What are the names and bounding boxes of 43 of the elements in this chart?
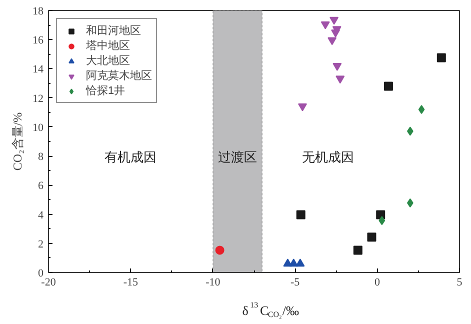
point [367, 232, 376, 242]
point [328, 37, 337, 46]
point [330, 16, 339, 25]
band-label: 过渡区 [218, 150, 258, 165]
annotation: 无机成因 [302, 150, 354, 165]
x-tick-label: -10 [206, 276, 221, 288]
x-tick-label: -5 [290, 276, 300, 288]
annotation: 有机成因 [104, 150, 157, 165]
legend-label: 和田河地区 [86, 24, 141, 38]
y-tick-label: 0 [38, 268, 44, 280]
y-axis-title: CO₂含量/% [10, 112, 24, 171]
point [289, 258, 298, 267]
point [331, 30, 340, 38]
y-tick-label: 12 [32, 92, 44, 105]
y-tick-label: 16 [32, 34, 44, 47]
point [378, 216, 386, 226]
y-tick-label: 2 [38, 238, 44, 250]
y-tick-label: 18 [32, 6, 44, 18]
y-tick-label: 6 [38, 180, 44, 192]
point [296, 258, 305, 267]
legend-label: 塔中地区 [86, 39, 130, 53]
y-tick-label: 14 [32, 64, 44, 76]
x-tick-label: -15 [123, 276, 139, 288]
point [296, 210, 306, 220]
point [384, 82, 393, 91]
point [376, 210, 386, 220]
point [336, 76, 345, 84]
x-tick-label: 0 [374, 276, 381, 288]
point [353, 246, 362, 255]
legend-label: 恰探1井 [86, 84, 126, 98]
point [215, 246, 224, 255]
y-tick-label: 8 [38, 151, 44, 164]
x-tick-label: -20 [41, 276, 56, 288]
point [298, 103, 307, 112]
y-tick-label: 4 [38, 209, 44, 222]
legend-label: 大北地区 [86, 54, 130, 68]
point [436, 53, 446, 62]
point [418, 104, 425, 114]
point [320, 21, 330, 30]
y-tick-label: 10 [32, 122, 44, 134]
legend-label: 阿克莫木地区 [86, 68, 152, 83]
point [332, 63, 342, 71]
x-tick-label: 5 [456, 276, 463, 288]
